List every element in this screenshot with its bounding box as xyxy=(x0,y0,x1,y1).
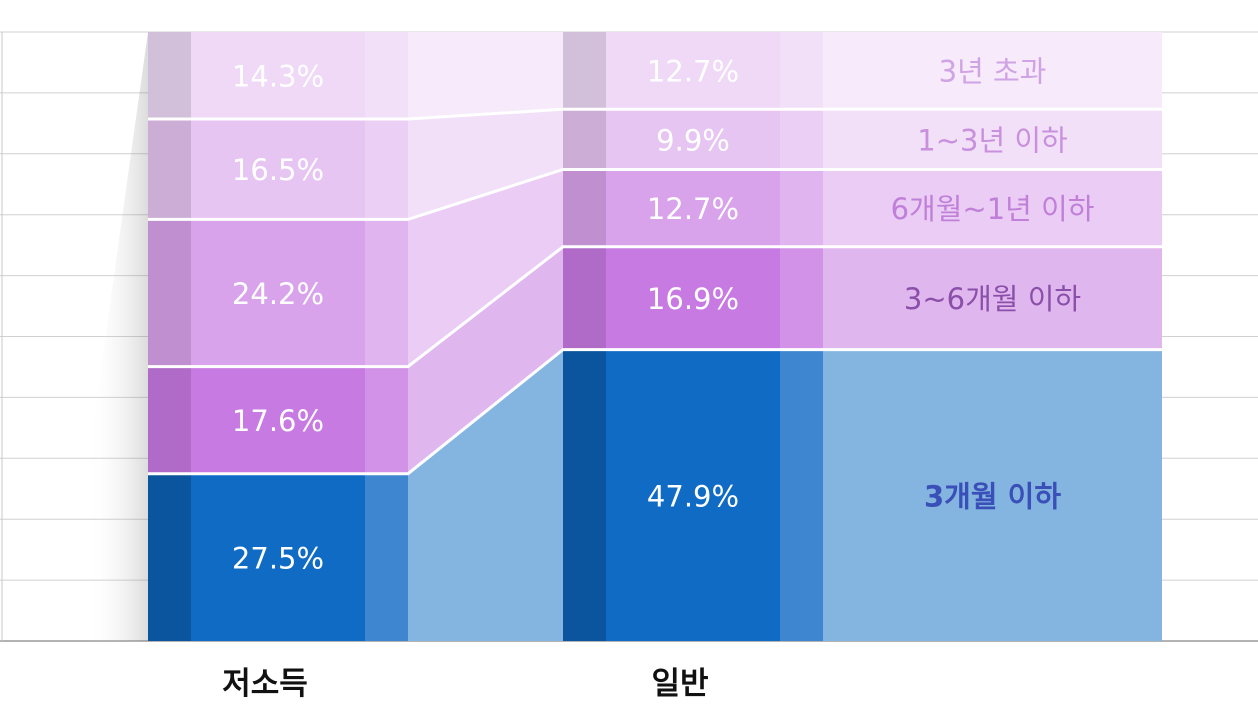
bar-segment xyxy=(191,219,365,367)
legend-band xyxy=(823,169,1162,247)
bar-segment xyxy=(606,32,780,110)
bar-segment-edge xyxy=(148,32,191,119)
bar-segment-side xyxy=(780,169,823,247)
value-labels: 27.5% 17.6% 24.2% 16.5% 14.3% 47.9% 16.9% 12.7%… xyxy=(232,55,739,576)
bar-segment xyxy=(606,169,780,247)
bar-segment-side xyxy=(365,119,408,220)
segment-divider xyxy=(148,245,1162,369)
data-label: 27.5% xyxy=(232,541,324,575)
bar-segment-side xyxy=(780,32,823,110)
legend-band xyxy=(823,349,1162,641)
legend-label: 3년 초과 xyxy=(939,55,1047,89)
segment-divider xyxy=(148,167,1162,221)
bar-segment xyxy=(191,473,365,641)
bar-segment-side xyxy=(780,349,823,641)
bar-segment-edge xyxy=(563,349,606,641)
connector-band xyxy=(408,169,563,367)
segment-divider xyxy=(148,348,1162,476)
data-label: 17.6% xyxy=(232,404,324,438)
data-label: 12.7% xyxy=(647,55,739,89)
bar-segment-side xyxy=(365,219,408,367)
bars xyxy=(148,32,823,641)
data-label: 24.2% xyxy=(232,277,324,311)
bar-segment-edge xyxy=(148,119,191,220)
legend-band xyxy=(823,32,1162,110)
bar-segment xyxy=(606,349,780,641)
connector-band xyxy=(408,32,563,119)
legend-band xyxy=(823,246,1162,350)
bar-segment xyxy=(606,109,780,170)
bar-segment-edge xyxy=(563,246,606,350)
bar-segment-side xyxy=(365,366,408,474)
segment-divider xyxy=(148,107,1162,121)
data-label: 16.5% xyxy=(232,153,324,187)
data-label: 12.7% xyxy=(647,192,739,226)
bar-segment-edge xyxy=(563,109,606,170)
data-label: 16.9% xyxy=(647,282,739,316)
legend: 3개월 이하 3~6개월 이하 6개월~1년 이하 1~3년 이하 3년 초과 xyxy=(891,55,1095,514)
legend-label: 3개월 이하 xyxy=(924,479,1061,513)
legend-band xyxy=(823,109,1162,170)
bar-segment-edge xyxy=(148,219,191,367)
category-label: 저소득 xyxy=(222,666,308,702)
connector-band xyxy=(408,109,563,220)
bar-segment-edge xyxy=(148,473,191,641)
bar-segment-side xyxy=(365,32,408,119)
bar-segment xyxy=(191,119,365,220)
segment-divider-lines xyxy=(148,107,1162,476)
bar-segment xyxy=(606,246,780,350)
bar-segment-side xyxy=(780,246,823,350)
bar-segment-edge xyxy=(563,32,606,110)
category-labels: 저소득 일반 xyxy=(222,666,708,702)
bar-segment-side xyxy=(780,109,823,170)
category-label: 일반 xyxy=(651,666,708,702)
connector-band xyxy=(408,349,563,641)
legend-label: 6개월~1년 이하 xyxy=(891,192,1095,226)
connector-band xyxy=(408,246,563,474)
legend-label: 1~3년 이하 xyxy=(917,123,1067,157)
bar-segment xyxy=(191,32,365,119)
bar-segment-edge xyxy=(563,169,606,247)
bar-segment xyxy=(191,366,365,474)
legend-label: 3~6개월 이하 xyxy=(904,282,1081,316)
bar-segment-edge xyxy=(148,366,191,474)
connector-bands xyxy=(408,32,1162,641)
bar-segment-side xyxy=(365,473,408,641)
data-label: 14.3% xyxy=(232,60,324,94)
data-label: 47.9% xyxy=(647,479,739,513)
bar-shadow xyxy=(88,32,148,641)
data-label: 9.9% xyxy=(656,123,730,157)
